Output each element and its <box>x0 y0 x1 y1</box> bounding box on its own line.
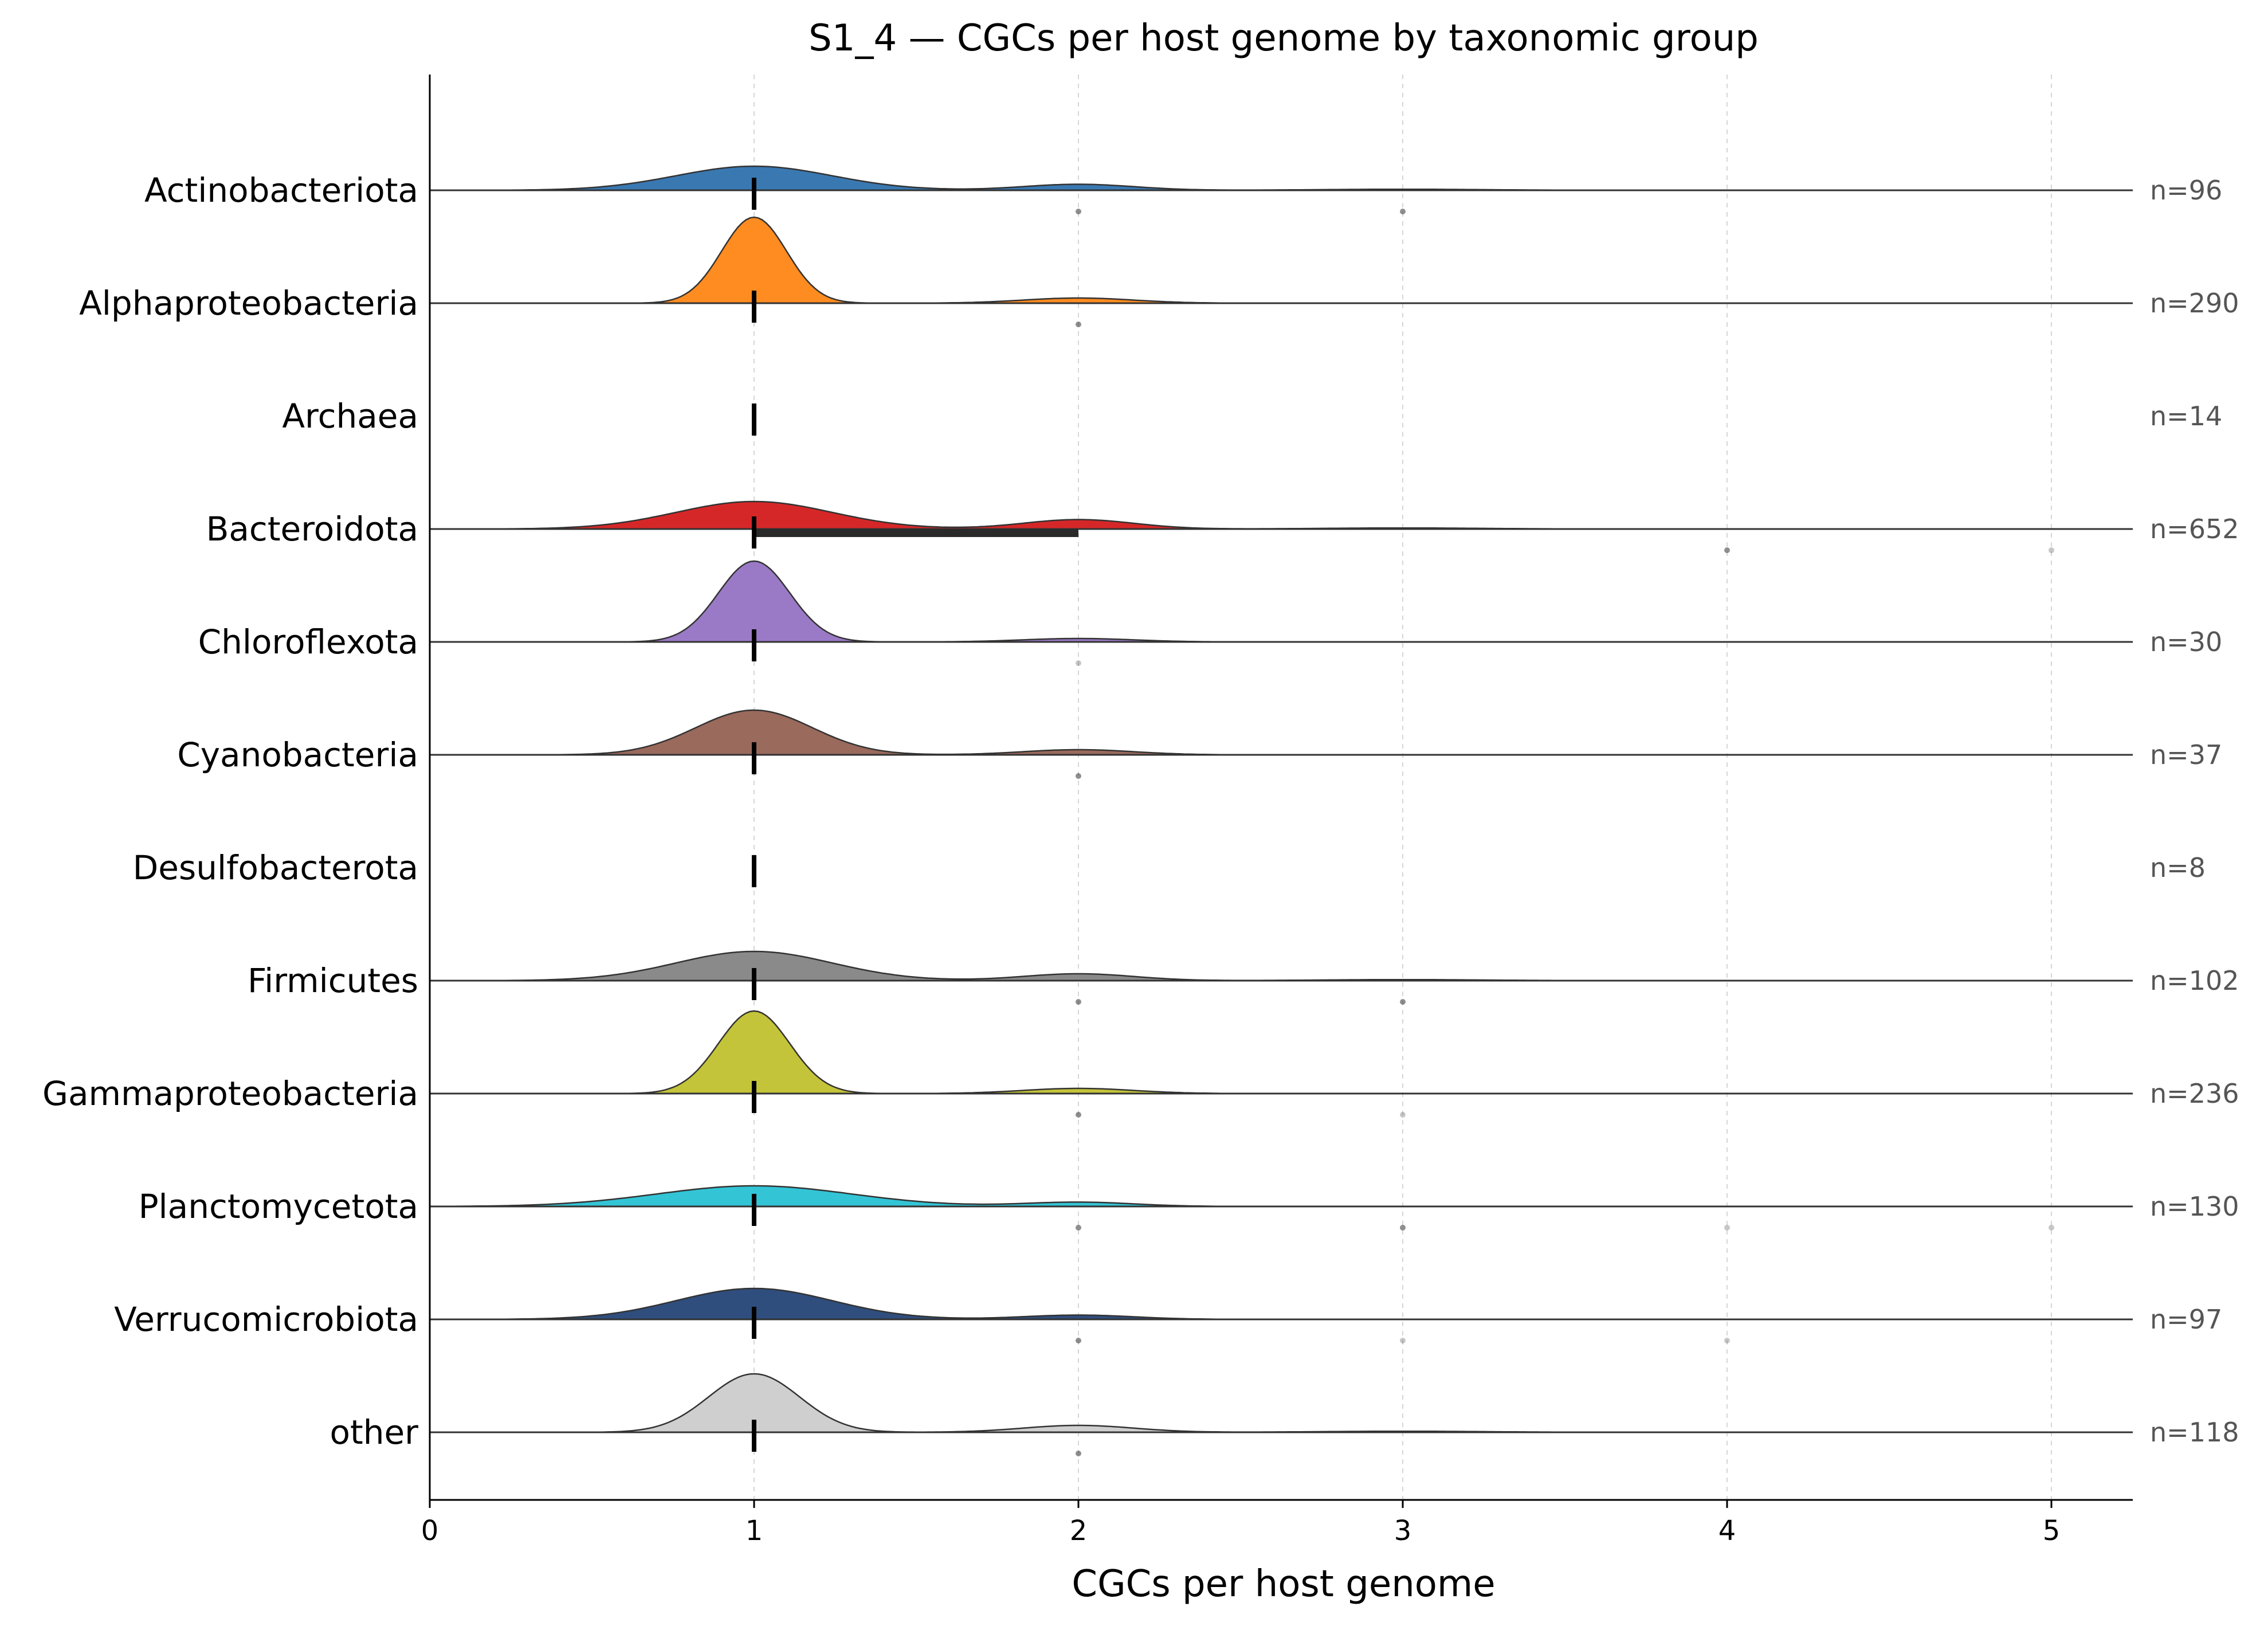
y-category-label: Cyanobacteria <box>177 735 418 774</box>
density-area <box>430 216 2133 304</box>
axes-layer: 0 1 2 3 4 5 <box>421 75 2133 1547</box>
y-category-label: Bacteroidota <box>206 510 418 548</box>
n-label: n=290 <box>2150 288 2239 319</box>
outlier-point <box>2049 1225 2054 1231</box>
ridges-layer: Actinobacteriota n=96 Alphaproteobacteria n… <box>42 165 2239 1456</box>
ridge-group: Chloroflexota n=30 <box>198 560 2222 666</box>
outlier-point <box>1076 322 1081 327</box>
outlier-point <box>1724 1338 1730 1343</box>
x-tick-label: 1 <box>745 1515 763 1547</box>
outlier-point <box>1400 1338 1406 1343</box>
n-label: n=118 <box>2150 1417 2239 1448</box>
y-category-label: Desulfobacterota <box>133 848 418 887</box>
ridge-group: Cyanobacteria n=37 <box>177 709 2222 779</box>
outlier-point <box>1076 209 1081 214</box>
density-area <box>430 950 2133 982</box>
outlier-point <box>1076 1451 1081 1456</box>
outlier-point <box>1400 1112 1406 1118</box>
density-area <box>430 709 2133 756</box>
n-label: n=130 <box>2150 1191 2239 1222</box>
x-tick-label: 3 <box>1394 1515 1412 1547</box>
density-area <box>430 1373 2133 1433</box>
y-category-label: Planctomycetota <box>139 1187 418 1226</box>
outlier-point <box>1724 1225 1730 1231</box>
y-category-label: Verrucomicrobiota <box>114 1300 418 1339</box>
outlier-point <box>1724 547 1730 553</box>
outlier-point <box>1076 1338 1081 1343</box>
ridge-group: Bacteroidota n=652 <box>206 500 2239 553</box>
ridge-group: Verrucomicrobiota n=97 <box>114 1287 2222 1343</box>
y-category-label: Firmicutes <box>248 961 418 1000</box>
x-tick-label: 0 <box>421 1515 439 1547</box>
x-tick-label: 2 <box>1070 1515 1088 1547</box>
y-category-label: Actinobacteriota <box>144 171 418 210</box>
ridge-group: Actinobacteriota n=96 <box>144 165 2222 214</box>
ridge-group: Gammaproteobacteria n=236 <box>42 1010 2239 1118</box>
y-category-label: other <box>329 1413 418 1452</box>
x-axis-label: CGCs per host genome <box>1072 1563 1495 1605</box>
ridge-group: Firmicutes n=102 <box>248 950 2239 1005</box>
n-label: n=14 <box>2150 401 2222 432</box>
n-label: n=102 <box>2150 965 2239 996</box>
density-area <box>430 1010 2133 1095</box>
outlier-point <box>1076 999 1081 1005</box>
density-area <box>430 165 2133 191</box>
density-area <box>429 1185 2133 1208</box>
n-label: n=97 <box>2150 1304 2222 1335</box>
ridge-group: Archaea n=14 <box>282 397 2222 436</box>
x-tick-label: 4 <box>1718 1515 1736 1547</box>
n-label: n=652 <box>2150 514 2239 544</box>
ridge-group: Alphaproteobacteria n=290 <box>79 216 2239 327</box>
outlier-point <box>1076 1225 1081 1231</box>
outlier-point <box>1400 999 1406 1005</box>
ridge-group: Desulfobacterota n=8 <box>133 848 2206 887</box>
outlier-point <box>2049 547 2054 553</box>
outlier-point <box>1076 660 1081 666</box>
chart-title: S1_4 — CGCs per host genome by taxonomic… <box>809 17 1759 60</box>
density-area <box>430 560 2133 643</box>
outlier-point <box>1076 773 1081 779</box>
x-tick-label: 5 <box>2043 1515 2061 1547</box>
outlier-point <box>1076 1112 1081 1118</box>
density-area <box>430 1287 2133 1321</box>
n-label: n=37 <box>2150 739 2222 770</box>
outlier-point <box>1400 1225 1406 1231</box>
ridge-group: Planctomycetota n=130 <box>139 1185 2239 1231</box>
iqr-bar <box>754 529 1078 537</box>
n-label: n=236 <box>2150 1078 2239 1109</box>
n-label: n=30 <box>2150 626 2222 657</box>
ridge-group: other n=118 <box>329 1373 2239 1456</box>
n-label: n=96 <box>2150 175 2222 206</box>
y-category-label: Chloroflexota <box>198 622 418 661</box>
y-category-label: Gammaproteobacteria <box>42 1074 418 1113</box>
n-label: n=8 <box>2150 852 2206 883</box>
density-area <box>430 500 2133 530</box>
y-category-label: Alphaproteobacteria <box>79 284 418 323</box>
outlier-point <box>1400 209 1406 214</box>
grid-layer <box>754 75 2052 1500</box>
y-category-label: Archaea <box>282 397 418 436</box>
